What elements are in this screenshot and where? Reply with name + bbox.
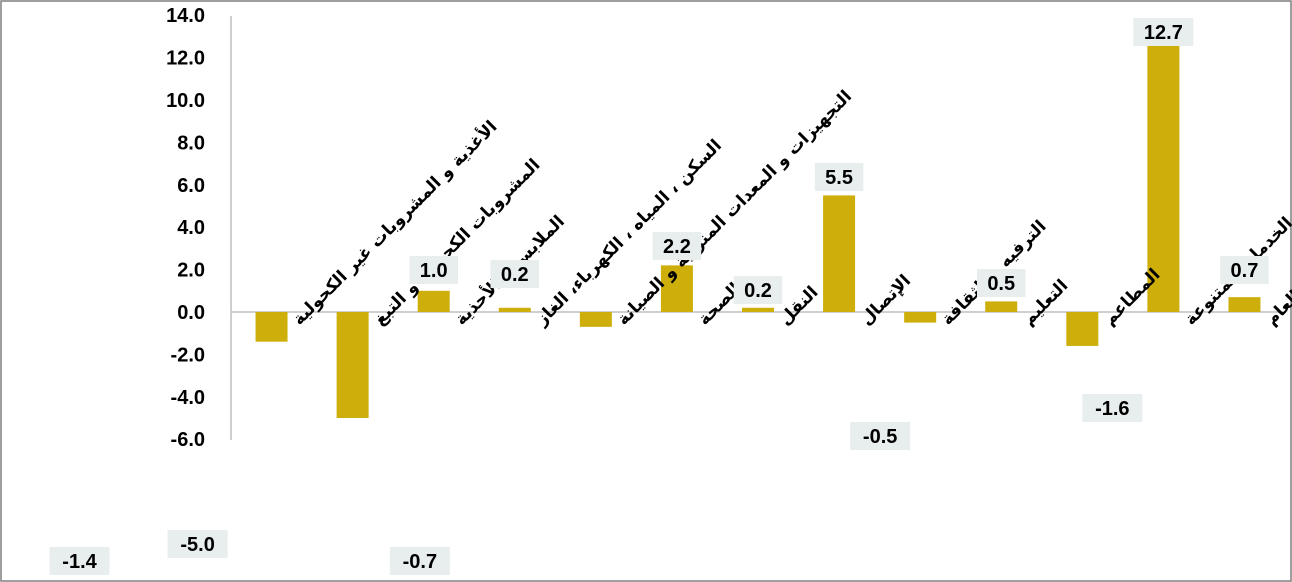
- data-label-box: [1133, 18, 1194, 46]
- bar: [742, 307, 774, 312]
- y-tick-label: 2.0: [177, 260, 205, 282]
- y-tick-label: 4.0: [177, 217, 205, 239]
- y-tick-label: -2.0: [171, 344, 205, 366]
- y-tick-label: -6.0: [171, 429, 205, 451]
- y-tick-label: 0.0: [177, 302, 205, 324]
- data-label-box: [389, 547, 450, 575]
- data-label-box: [850, 422, 911, 450]
- data-label-box: [167, 530, 228, 558]
- bar: [823, 195, 856, 312]
- bars: [255, 42, 1261, 418]
- y-tick-label: 10.0: [166, 90, 205, 112]
- y-tick-label: 12.0: [166, 48, 205, 70]
- data-label: -0.5: [863, 426, 897, 448]
- data-label-box: [976, 269, 1026, 297]
- data-label: 5.5: [825, 167, 853, 189]
- bar: [255, 312, 288, 342]
- data-label: -5.0: [180, 534, 214, 556]
- data-label: 2.2: [663, 236, 691, 258]
- data-label: -0.7: [403, 551, 437, 573]
- data-label: -1.6: [1095, 398, 1129, 420]
- bar: [660, 265, 693, 312]
- bar: [498, 307, 531, 312]
- y-tick-label: 14.0: [166, 5, 205, 27]
- y-tick-label: -4.0: [171, 387, 205, 409]
- data-label-box: [1082, 394, 1143, 422]
- data-label-box: [49, 547, 110, 575]
- bar: [579, 312, 612, 327]
- data-label: 0.5: [987, 273, 1015, 295]
- data-label: 0.2: [501, 264, 529, 286]
- bar: [417, 290, 450, 312]
- bar: [1066, 312, 1099, 346]
- bar: [1147, 42, 1180, 312]
- bar: [904, 312, 937, 323]
- data-label: -1.4: [62, 551, 97, 573]
- data-label: 1.0: [420, 260, 448, 282]
- bar: [336, 312, 369, 418]
- data-label: 12.7: [1144, 22, 1183, 44]
- bar: [1228, 297, 1261, 312]
- data-label-box: [490, 260, 540, 288]
- data-label-box: [733, 276, 783, 304]
- y-tick-labels: 14.0 12.0 10.0 8.0 6.0 4.0 2.0 0.0 -2.0 -4.0 -6.0: [166, 5, 205, 451]
- data-label-box: [409, 256, 458, 284]
- bar: [985, 301, 1018, 312]
- data-label-box: [652, 232, 702, 260]
- data-label-box: [1220, 256, 1269, 284]
- y-tick-label: 8.0: [177, 132, 205, 154]
- data-label-box: [814, 163, 864, 191]
- y-tick-label: 6.0: [177, 175, 205, 197]
- data-label: 0.7: [1231, 260, 1259, 282]
- data-labels: -1.4 -5.0 1.0 0.2 -0.7 2.2 0.2 5.5 -0.5 0.5 -1.6 12…: [49, 18, 1269, 575]
- data-label: 0.2: [744, 280, 772, 302]
